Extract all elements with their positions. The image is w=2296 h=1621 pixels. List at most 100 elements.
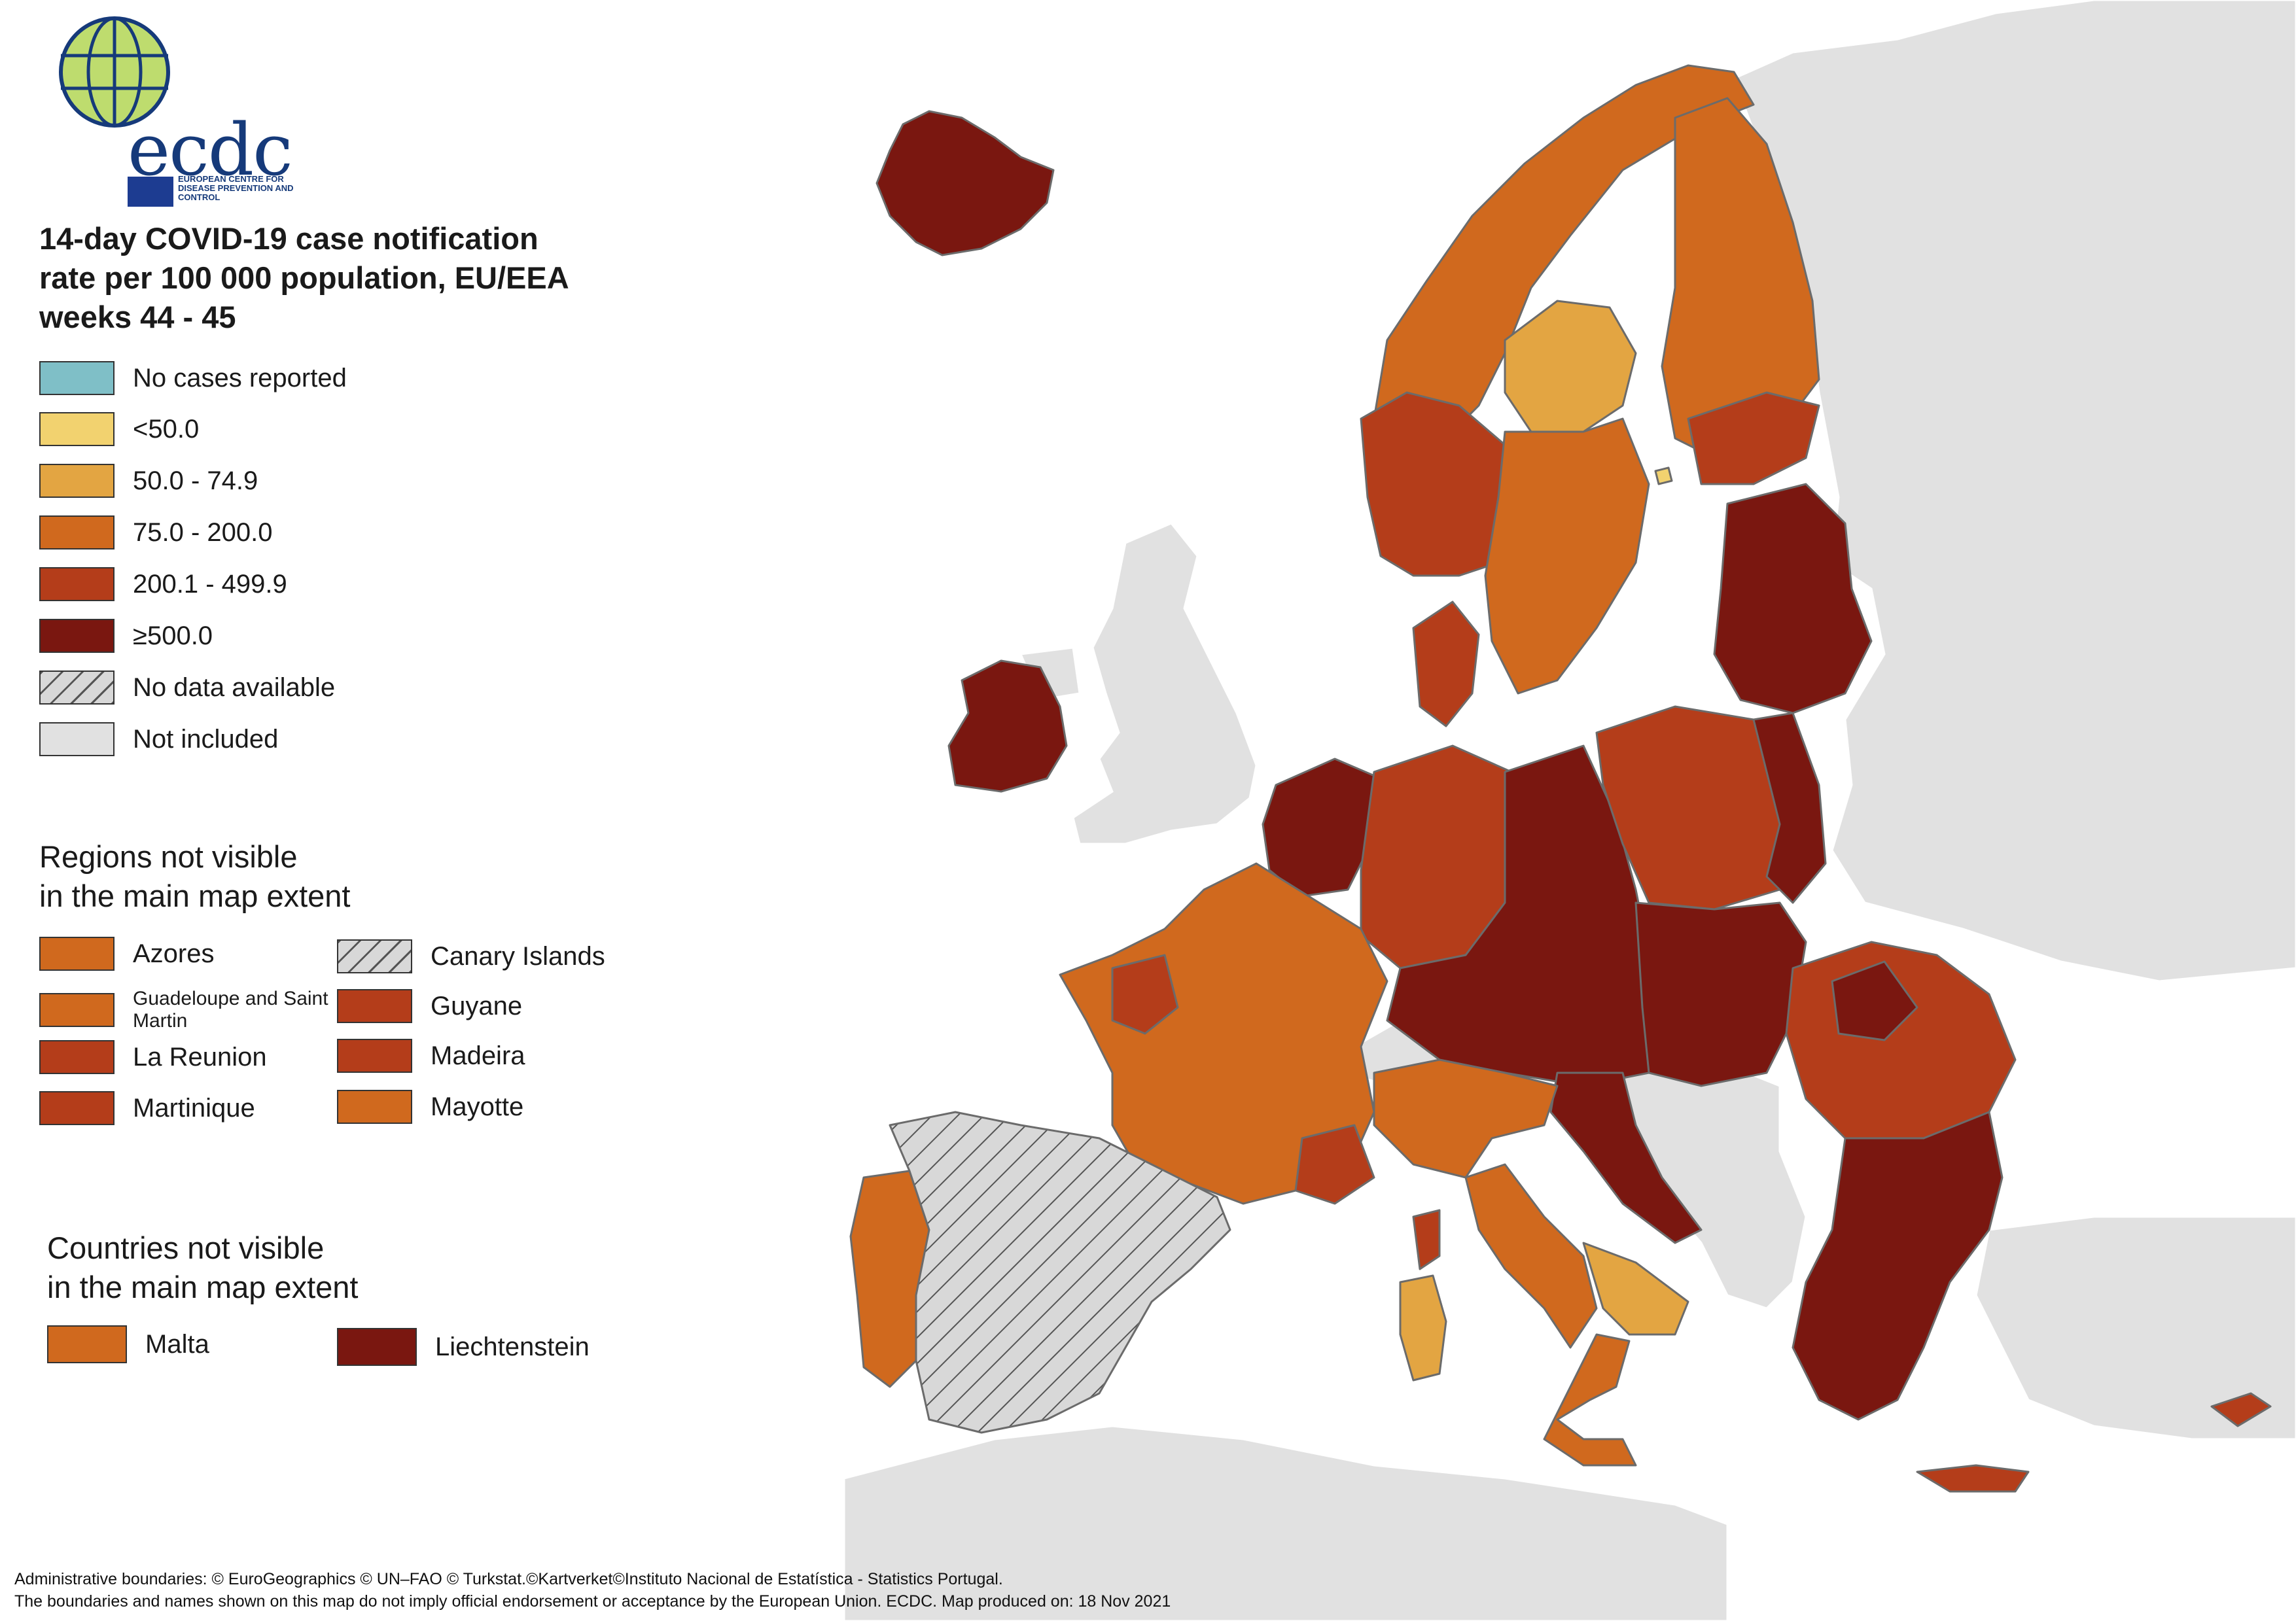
region-italy-center — [1464, 1163, 1598, 1349]
region-crete — [1916, 1464, 2030, 1493]
region-swatch — [337, 989, 412, 1023]
region-italy-south — [1582, 1242, 1689, 1336]
region-swatch — [39, 993, 115, 1027]
region-spain — [889, 1111, 1231, 1434]
footer-attribution: Administrative boundaries: © EuroGeograp… — [14, 1570, 1003, 1588]
legend-swatch — [39, 515, 115, 549]
regions-item-canary-islands: Canary Islands — [337, 939, 605, 973]
region-great-britain — [1072, 522, 1258, 845]
legend-swatch — [39, 671, 115, 705]
legend-item-75-200: 75.0 - 200.0 — [39, 515, 273, 549]
legend-swatch — [39, 361, 115, 395]
countries-item-liechtenstein: Liechtenstein — [337, 1328, 590, 1366]
countries-item-malta: Malta — [47, 1325, 209, 1363]
legend-label: 75.0 - 200.0 — [133, 517, 273, 547]
region-sardinia — [1399, 1274, 1447, 1382]
legend-item-no-data: No data available — [39, 671, 335, 705]
region-north-africa — [843, 1425, 1729, 1621]
regions-item-azores: Azores — [39, 937, 215, 971]
country-swatch — [337, 1328, 417, 1366]
legend-label: 200.1 - 499.9 — [133, 569, 287, 599]
region-italy-calabria-sicily — [1543, 1333, 1637, 1467]
regions-item-madeira: Madeira — [337, 1039, 525, 1073]
region-france-west — [1111, 954, 1179, 1035]
region-ireland — [947, 659, 1068, 793]
region-sweden-north — [1504, 300, 1637, 433]
regions-item-martinique: Martinique — [39, 1091, 255, 1125]
region-netherlands-belgium — [1262, 758, 1382, 898]
ecdc-logo: ecdc EUROPEAN CENTRE FOR DISEASE PREVENT… — [39, 10, 294, 207]
region-iceland — [875, 110, 1055, 256]
legend-label: Not included — [133, 724, 279, 754]
region-italy-north — [1373, 1058, 1559, 1179]
region-label: Azores — [133, 939, 215, 968]
region-france-south-east — [1294, 1124, 1375, 1205]
regions-heading: Regions not visible in the main map exte… — [39, 837, 351, 916]
regions-item-mayotte: Mayotte — [337, 1090, 523, 1124]
country-label: Liechtenstein — [435, 1332, 590, 1361]
region-label: Canary Islands — [431, 941, 605, 971]
legend-swatch — [39, 619, 115, 653]
legend-swatch — [39, 412, 115, 446]
region-swatch — [337, 1090, 412, 1124]
region-cyprus — [2210, 1392, 2272, 1427]
regions-heading-line-2: in the main map extent — [39, 879, 351, 913]
legend-swatch — [39, 567, 115, 601]
legend-label: No cases reported — [133, 363, 347, 392]
title-line-3: weeks 44 - 45 — [39, 300, 236, 334]
region-slovenia-croatia — [1549, 1072, 1703, 1244]
region-poland-east — [1752, 712, 1827, 904]
legend-item-200-500: 200.1 - 499.9 — [39, 567, 287, 601]
map-title: 14-day COVID-19 case notification rate p… — [39, 219, 667, 337]
countries-heading-line-2: in the main map extent — [47, 1270, 359, 1304]
map-layer-data — [849, 64, 2272, 1493]
legend-item-50-75: 50.0 - 74.9 — [39, 464, 258, 498]
region-finland-south — [1687, 391, 1820, 485]
regions-item-guadeloupe: Guadeloupe and Saint Martin — [39, 988, 329, 1032]
region-turkey — [1975, 1215, 2296, 1440]
region-corsica — [1412, 1209, 1441, 1270]
region-swatch — [39, 937, 115, 971]
region-baltics — [1713, 483, 1873, 714]
region-denmark — [1412, 601, 1480, 727]
regions-item-guyane: Guyane — [337, 989, 522, 1023]
footer-disclaimer: The boundaries and names shown on this m… — [14, 1592, 1171, 1611]
legend-label: ≥500.0 — [133, 621, 213, 650]
eu-flag-icon — [128, 177, 173, 207]
legend-label: <50.0 — [133, 414, 200, 444]
legend-item-no-cases: No cases reported — [39, 361, 347, 395]
country-swatch — [47, 1325, 127, 1363]
region-sweden-south — [1484, 417, 1650, 695]
legend-item-lt50: <50.0 — [39, 412, 199, 446]
region-romania — [1785, 941, 2017, 1140]
region-swatch — [337, 1039, 412, 1073]
legend-label: 50.0 - 74.9 — [133, 466, 258, 495]
ecdc-subtitle: EUROPEAN CENTRE FOR DISEASE PREVENTION A… — [178, 174, 294, 202]
country-label: Malta — [145, 1329, 209, 1359]
legend-item-not-included: Not included — [39, 722, 278, 756]
legend-label: No data available — [133, 672, 336, 702]
region-label: La Reunion — [133, 1042, 267, 1072]
region-label: Guyane — [431, 991, 523, 1020]
legend-swatch — [39, 464, 115, 498]
globe-icon — [59, 16, 170, 128]
legend-swatch — [39, 722, 115, 756]
region-romania-north — [1831, 960, 1918, 1041]
region-slovakia-hungary — [1634, 901, 1807, 1087]
countries-heading: Countries not visible in the main map ex… — [47, 1229, 359, 1307]
legend-item-ge500: ≥500.0 — [39, 619, 213, 653]
region-label: Madeira — [431, 1041, 525, 1070]
region-label: Mayotte — [431, 1092, 524, 1121]
region-label: Guadeloupe and Saint Martin — [133, 988, 328, 1032]
region-bulgaria-greece — [1792, 1111, 2004, 1421]
region-swatch — [39, 1040, 115, 1074]
title-line-2: rate per 100 000 population, EU/EEA — [39, 260, 569, 295]
regions-heading-line-1: Regions not visible — [39, 839, 298, 874]
region-swatch — [39, 1091, 115, 1125]
regions-item-la-reunion: La Reunion — [39, 1040, 267, 1074]
region-aland — [1654, 466, 1673, 485]
countries-heading-line-1: Countries not visible — [47, 1230, 325, 1265]
region-swatch — [337, 939, 412, 973]
region-label: Martinique — [133, 1093, 255, 1123]
